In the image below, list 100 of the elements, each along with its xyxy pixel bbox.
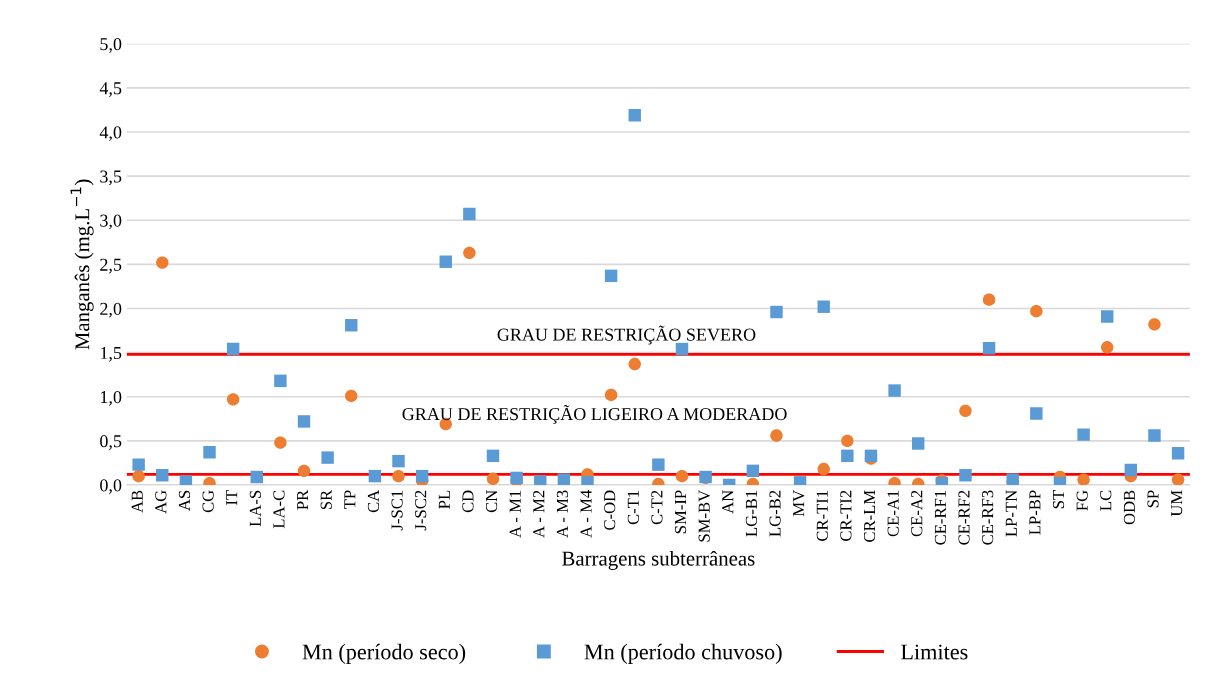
- point: [486, 472, 500, 485]
- point: [746, 464, 760, 478]
- x-tick-label: C-T2: [651, 490, 663, 525]
- x-tick-label: PR: [297, 489, 309, 510]
- point: [982, 341, 996, 355]
- x-tick-label: C-T1: [627, 490, 639, 525]
- point: [841, 434, 854, 448]
- point: [1030, 304, 1043, 318]
- point: [1077, 473, 1090, 485]
- x-tick-label: AS: [178, 490, 191, 511]
- point: [1171, 473, 1185, 485]
- x-tick-label: UM: [1171, 490, 1183, 517]
- point: [156, 469, 169, 482]
- x-tick-label: LG-B1: [745, 490, 758, 537]
- point: [628, 357, 641, 371]
- x-tick-label: AG: [155, 490, 167, 514]
- x-tick-label: FG: [1076, 490, 1088, 511]
- x-tick-label: CE-A1: [887, 490, 899, 537]
- point: [1100, 341, 1114, 354]
- point: [534, 475, 547, 485]
- x-tick-label: CE-RF1: [934, 490, 947, 545]
- point: [604, 388, 618, 402]
- point: [132, 458, 145, 471]
- x-tick-label: A - M1: [509, 490, 521, 538]
- point: [274, 436, 287, 449]
- y-tick-label: 2,5: [100, 258, 122, 274]
- y-tick-label: 3,5: [100, 170, 122, 186]
- point: [274, 374, 287, 388]
- point: [1148, 318, 1161, 331]
- x-tick-label: CR-TI1: [816, 490, 828, 541]
- x-tick-label: CE-A2: [911, 490, 923, 537]
- point: [959, 404, 972, 418]
- y-tick-label: 4,5: [99, 82, 122, 97]
- x-tick-label: CN: [485, 490, 498, 513]
- x-tick-label: CD: [462, 490, 474, 513]
- x-tick-label: A - M4: [580, 490, 592, 538]
- x-tick-label: C-OD: [604, 490, 616, 530]
- x-tick-label: SR: [320, 489, 332, 510]
- point: [1100, 310, 1114, 323]
- x-axis-title: Barragens subterrâneas: [562, 550, 755, 570]
- point: [486, 449, 500, 463]
- point: [156, 256, 169, 269]
- point: [345, 389, 358, 403]
- point: [345, 319, 358, 332]
- point: [770, 429, 783, 442]
- x-tick-label: LP-BP: [1029, 490, 1041, 535]
- legend-label: Limites: [901, 644, 968, 660]
- x-tick-label: TP: [344, 490, 356, 509]
- x-tick-label: A - M3: [556, 490, 569, 538]
- point: [415, 469, 429, 483]
- point: [132, 469, 145, 483]
- point: [675, 469, 689, 483]
- x-tick-label: J-SC1: [391, 490, 403, 531]
- x-tick-label: A - M2: [533, 490, 545, 538]
- point: [179, 475, 193, 485]
- x-tick-label: LP-TN: [1005, 490, 1017, 537]
- point: [463, 246, 476, 260]
- point: [321, 451, 334, 464]
- x-tick-label: LC: [1100, 490, 1112, 511]
- x-tick-label: SM-BV: [698, 490, 710, 542]
- point: [392, 454, 405, 468]
- y-tick-label: 1,5: [101, 346, 122, 362]
- point: [628, 109, 641, 122]
- point: [203, 446, 216, 459]
- x-tick-label: IT: [226, 490, 238, 505]
- y-tick-label: 3,0: [100, 214, 122, 230]
- annotation: GRAU DE RESTRIÇÃO LIGEIRO A MODERADO: [402, 404, 787, 424]
- point: [250, 470, 263, 484]
- x-tick-label: PL: [438, 490, 450, 509]
- x-tick-label: LG-B2: [769, 490, 781, 537]
- y-tick-label: 4,0: [99, 126, 122, 142]
- x-tick-label: AB: [131, 490, 143, 513]
- point: [1124, 463, 1138, 477]
- x-tick-label: ST: [1052, 490, 1065, 509]
- point: [557, 473, 571, 485]
- point: [841, 449, 854, 463]
- x-tick-label: CG: [202, 490, 214, 513]
- point: [1077, 428, 1090, 441]
- point: [297, 464, 311, 478]
- point: [463, 207, 476, 221]
- x-tick-label: ODB: [1123, 490, 1135, 525]
- x-tick-label: CR-LM: [863, 490, 876, 542]
- point: [392, 469, 405, 483]
- x-tick-label: J-SC2: [415, 490, 427, 531]
- x-tick-label: AN: [722, 490, 734, 514]
- y-tick-label: 5,0: [100, 38, 122, 53]
- point: [1148, 429, 1161, 442]
- point: [297, 415, 311, 428]
- y-tick-label: 0,0: [100, 479, 122, 494]
- x-tick-label: SM-IP: [674, 490, 687, 534]
- point: [1171, 446, 1185, 460]
- legend-label: Mn (período seco): [302, 643, 466, 664]
- x-tick-label: CE-RF2: [958, 490, 970, 545]
- point: [439, 255, 452, 268]
- y-tick-label: 0,5: [100, 435, 122, 450]
- point: [226, 393, 240, 406]
- point: [817, 462, 830, 476]
- x-tick-label: CR-TI2: [840, 490, 852, 541]
- x-tick-label: MV: [793, 490, 805, 517]
- point: [817, 300, 830, 313]
